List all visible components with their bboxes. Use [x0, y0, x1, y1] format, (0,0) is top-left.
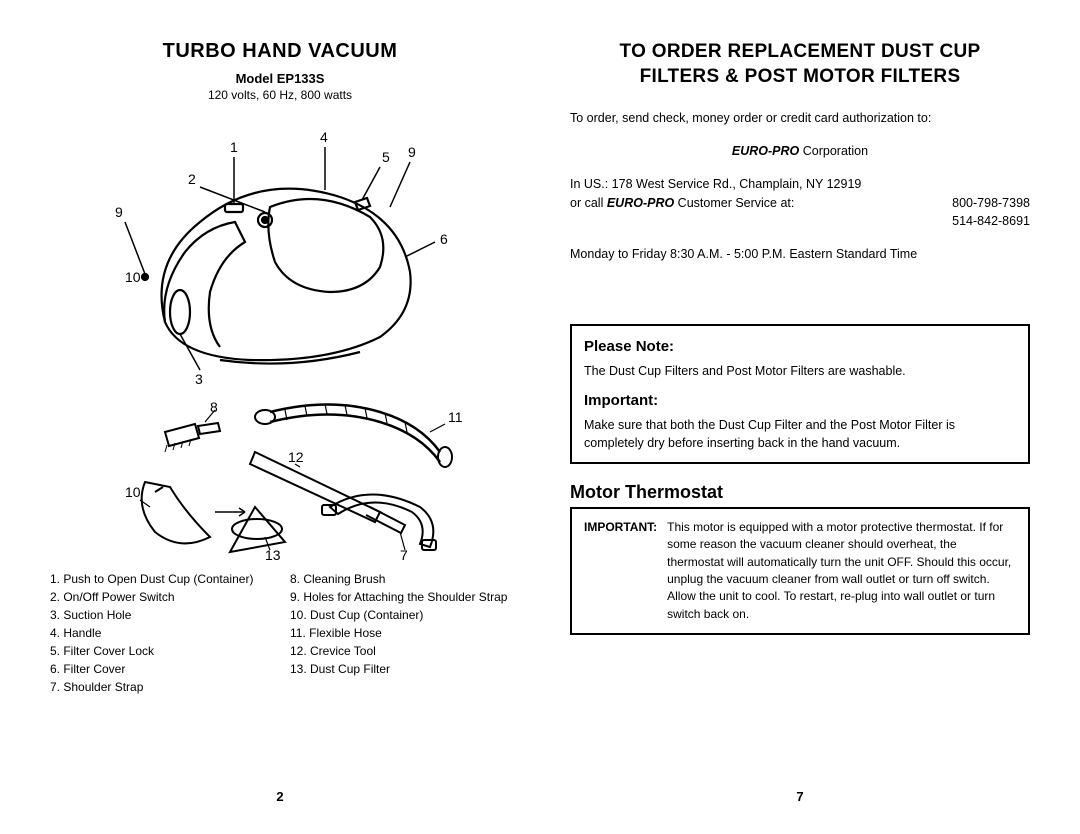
svg-text:4: 4: [320, 129, 328, 145]
right-page: TO ORDER REPLACEMENT DUST CUP FILTERS & …: [570, 40, 1030, 804]
svg-text:9: 9: [408, 144, 416, 160]
product-title: TURBO HAND VACUUM: [50, 40, 510, 63]
svg-text:1: 1: [230, 139, 238, 155]
svg-text:8: 8: [210, 399, 218, 415]
model-line: Model EP133S: [50, 71, 510, 86]
note-heading-2: Important:: [584, 390, 1016, 412]
order-block: To order, send check, money order or cre…: [570, 109, 1030, 264]
thermostat-text: This motor is equipped with a motor prot…: [667, 519, 1016, 623]
svg-text:11: 11: [448, 409, 463, 425]
model-number: EP133S: [277, 71, 325, 86]
manual-spread: TURBO HAND VACUUM Model EP133S 120 volts…: [50, 40, 1030, 804]
corp-line: EURO-PRO Corporation: [570, 142, 1030, 161]
thermostat-box: IMPORTANT: This motor is equipped with a…: [570, 507, 1030, 635]
phone-row-1: or call EURO-PRO Customer Service at: 80…: [570, 194, 1030, 213]
part-item: 1. Push to Open Dust Cup (Container): [50, 570, 270, 588]
note-text-2: Make sure that both the Dust Cup Filter …: [584, 416, 1016, 452]
svg-text:7: 7: [400, 547, 408, 562]
parts-list: 1. Push to Open Dust Cup (Container) 2. …: [50, 570, 510, 696]
call-line: or call EURO-PRO Customer Service at:: [570, 194, 794, 213]
order-title: TO ORDER REPLACEMENT DUST CUP FILTERS & …: [570, 40, 1030, 89]
hours-line: Monday to Friday 8:30 A.M. - 5:00 P.M. E…: [570, 245, 1030, 264]
part-item: 9. Holes for Attaching the Shoulder Stra…: [290, 588, 510, 606]
thermostat-label: IMPORTANT:: [584, 519, 657, 623]
svg-text:9: 9: [115, 204, 123, 220]
thermostat-title: Motor Thermostat: [570, 482, 1030, 503]
part-item: 5. Filter Cover Lock: [50, 642, 270, 660]
svg-text:2: 2: [188, 171, 196, 187]
phone1: 800-798-7398: [952, 194, 1030, 213]
corp-bold: EURO-PRO: [732, 144, 799, 158]
order-title-line2: FILTERS & POST MOTOR FILTERS: [640, 66, 961, 87]
part-item: 3. Suction Hole: [50, 606, 270, 624]
svg-text:12: 12: [288, 449, 304, 465]
please-note-box: Please Note: The Dust Cup Filters and Po…: [570, 324, 1030, 464]
part-item: 8. Cleaning Brush: [290, 570, 510, 588]
order-intro: To order, send check, money order or cre…: [570, 109, 1030, 128]
left-page: TURBO HAND VACUUM Model EP133S 120 volts…: [50, 40, 510, 804]
svg-text:3: 3: [195, 371, 203, 387]
parts-diagram: 1 2 3 4 5 6 9 9 10: [50, 112, 510, 562]
corp-rest: Corporation: [799, 144, 868, 158]
right-page-number: 7: [796, 789, 803, 804]
note-heading-1: Please Note:: [584, 336, 1016, 358]
parts-col-1: 1. Push to Open Dust Cup (Container) 2. …: [50, 570, 270, 696]
part-item: 13. Dust Cup Filter: [290, 660, 510, 678]
left-page-number: 2: [276, 789, 283, 804]
svg-text:10: 10: [125, 269, 141, 285]
note-text-1: The Dust Cup Filters and Post Motor Filt…: [584, 362, 1016, 380]
part-item: 2. On/Off Power Switch: [50, 588, 270, 606]
specs-line: 120 volts, 60 Hz, 800 watts: [50, 88, 510, 102]
part-item: 11. Flexible Hose: [290, 624, 510, 642]
part-item: 10. Dust Cup (Container): [290, 606, 510, 624]
part-item: 7. Shoulder Strap: [50, 678, 270, 696]
svg-text:13: 13: [265, 547, 281, 562]
svg-text:5: 5: [382, 149, 390, 165]
svg-text:6: 6: [440, 231, 448, 247]
part-item: 4. Handle: [50, 624, 270, 642]
part-item: 6. Filter Cover: [50, 660, 270, 678]
order-title-line1: TO ORDER REPLACEMENT DUST CUP: [620, 41, 981, 62]
model-prefix: Model: [236, 71, 277, 86]
part-item: 12. Crevice Tool: [290, 642, 510, 660]
svg-text:10: 10: [125, 484, 141, 500]
us-address: In US.: 178 West Service Rd., Champlain,…: [570, 175, 1030, 194]
phone2: 514-842-8691: [952, 212, 1030, 231]
parts-col-2: 8. Cleaning Brush 9. Holes for Attaching…: [290, 570, 510, 696]
phone-row-2: 514-842-8691: [570, 212, 1030, 231]
